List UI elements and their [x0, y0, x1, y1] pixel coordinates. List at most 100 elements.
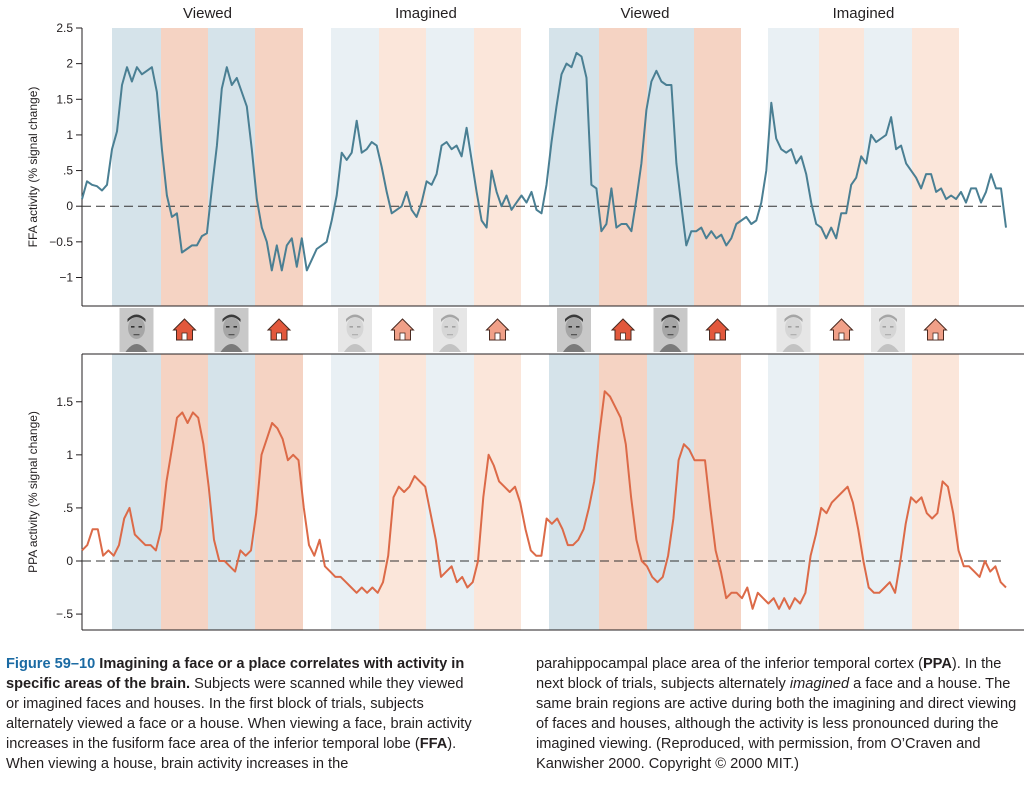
- caption-abbr-ffa: FFA: [419, 736, 448, 752]
- face-photo: [119, 308, 154, 352]
- caption-text-3: ). In the next block of trials, subjects…: [536, 656, 1002, 692]
- face-photo-bg: [338, 308, 372, 352]
- face-photo-shoulders: [659, 344, 682, 352]
- ppa-y-tick-label: 1.5: [56, 395, 73, 409]
- ffa-y-axis-label: FFA activity (% signal change): [26, 87, 40, 248]
- face-photo: [871, 308, 905, 352]
- house-icon-door: [494, 332, 501, 341]
- face-photo: [653, 308, 688, 352]
- house-icon-body: [390, 318, 415, 341]
- face-photo-mouth: [885, 334, 891, 336]
- face-photo-eye: [672, 326, 676, 328]
- caption-text-4: a face and a house. The same brain regio…: [536, 676, 1017, 772]
- face-photo-eye: [349, 326, 353, 328]
- face-photo-eye: [890, 326, 894, 328]
- ffa-y-tick-label: 2: [66, 57, 73, 71]
- house-icon: [923, 318, 948, 341]
- ffa-y-tick-label: 0: [66, 199, 73, 213]
- condition-label: Viewed: [621, 5, 670, 22]
- ppa-y-tick-label: 1: [66, 448, 73, 462]
- house-icon-door: [181, 332, 188, 341]
- face-photo-shoulders: [563, 344, 585, 352]
- ffa-y-tick-label: .5: [63, 164, 73, 178]
- face-photo-eye: [444, 326, 448, 328]
- house-icon: [610, 318, 636, 341]
- face-photo-mouth: [133, 334, 140, 336]
- house-icon: [485, 318, 510, 341]
- face-photo-hair: [565, 314, 583, 322]
- face-photo-hair: [127, 314, 146, 322]
- face-photo-eye: [568, 326, 572, 328]
- face-photo-eye: [357, 326, 361, 328]
- ffa-y-tick-label: −1: [59, 270, 73, 284]
- face-photo-hair: [879, 314, 897, 322]
- face-photo-mouth: [352, 334, 358, 336]
- face-photo-shoulders: [782, 344, 805, 352]
- face-photo-eye: [131, 326, 135, 328]
- face-photo-bg: [433, 308, 467, 352]
- face-photo-shoulders: [439, 344, 461, 352]
- house-icon-body: [923, 318, 948, 341]
- face-photo-head: [346, 317, 364, 339]
- condition-label: Viewed: [183, 5, 232, 22]
- ffa-y-tick-label: 1.5: [56, 92, 73, 106]
- house-icon-body: [829, 318, 854, 341]
- chart-figure: Viewed Imagined Viewed Imagined2.521.51.50−…: [26, 5, 1024, 631]
- face-photo-mouth: [790, 334, 797, 336]
- ffa-activity-line: [81, 51, 1007, 272]
- face-photo-eye: [882, 326, 886, 328]
- house-icon-body: [172, 318, 197, 341]
- face-photo-hair: [441, 314, 459, 322]
- caption-em-imagined: imagined: [789, 676, 850, 692]
- house-icon: [172, 318, 197, 341]
- face-photo-shoulders: [877, 344, 899, 352]
- face-photo-eye: [452, 326, 456, 328]
- ppa-y-axis-label: PPA activity (% signal change): [26, 411, 40, 573]
- face-photo-head: [662, 317, 679, 339]
- face-photo-mouth: [571, 334, 577, 336]
- face-photo-hair: [346, 314, 364, 322]
- face-photo-mouth: [667, 334, 674, 336]
- face-photo-hair: [784, 314, 803, 322]
- house-icon-door: [399, 332, 406, 341]
- face-photo-shoulders: [220, 344, 243, 352]
- face-photo-head: [565, 317, 583, 339]
- ppa-y-tick-label: −.5: [56, 607, 73, 621]
- face-photo-mouth: [447, 334, 453, 336]
- face-photo-head: [441, 317, 459, 339]
- figure-headline: Imagining a face or a place correlates w…: [6, 656, 465, 692]
- house-icon-door: [620, 332, 626, 341]
- house-icon-door: [714, 332, 721, 341]
- face-photo: [557, 308, 591, 352]
- ppa-y-tick-label: .5: [63, 501, 73, 515]
- face-photo-shoulders: [344, 344, 366, 352]
- ffa-y-tick-label: 1: [66, 128, 73, 142]
- face-photo-eye: [138, 326, 142, 328]
- ffa-y-tick-label: 2.5: [56, 21, 73, 35]
- house-icon: [390, 318, 415, 341]
- ppa-activity-line: [81, 390, 1007, 610]
- face-photo-hair: [661, 314, 680, 322]
- house-icon: [266, 318, 292, 341]
- condition-label: Imagined: [395, 5, 457, 22]
- face-photo-bg: [871, 308, 905, 352]
- figure-caption-column-2: parahippocampal place area of the inferi…: [536, 654, 1030, 774]
- house-icon-body: [266, 318, 292, 341]
- face-photo-mouth: [228, 334, 235, 336]
- ffa-y-tick-label: −0.5: [49, 235, 73, 249]
- face-photo-head: [128, 317, 145, 339]
- face-photo-eye: [226, 326, 230, 328]
- face-photo-head: [785, 317, 802, 339]
- face-photo-bg: [776, 308, 811, 352]
- face-photo: [214, 308, 249, 352]
- house-icon-body: [610, 318, 636, 341]
- caption-abbr-ppa: PPA: [922, 656, 952, 672]
- house-icon-door: [276, 332, 282, 341]
- house-icon-door: [932, 332, 939, 341]
- face-photo-shoulders: [125, 344, 148, 352]
- caption-text-2: ). When viewing a house, brain activity …: [6, 736, 457, 772]
- caption-text-1: Subjects were scanned while they viewed …: [6, 676, 472, 752]
- ppa-y-tick-label: 0: [66, 554, 73, 568]
- face-photo: [338, 308, 372, 352]
- face-photo: [433, 308, 467, 352]
